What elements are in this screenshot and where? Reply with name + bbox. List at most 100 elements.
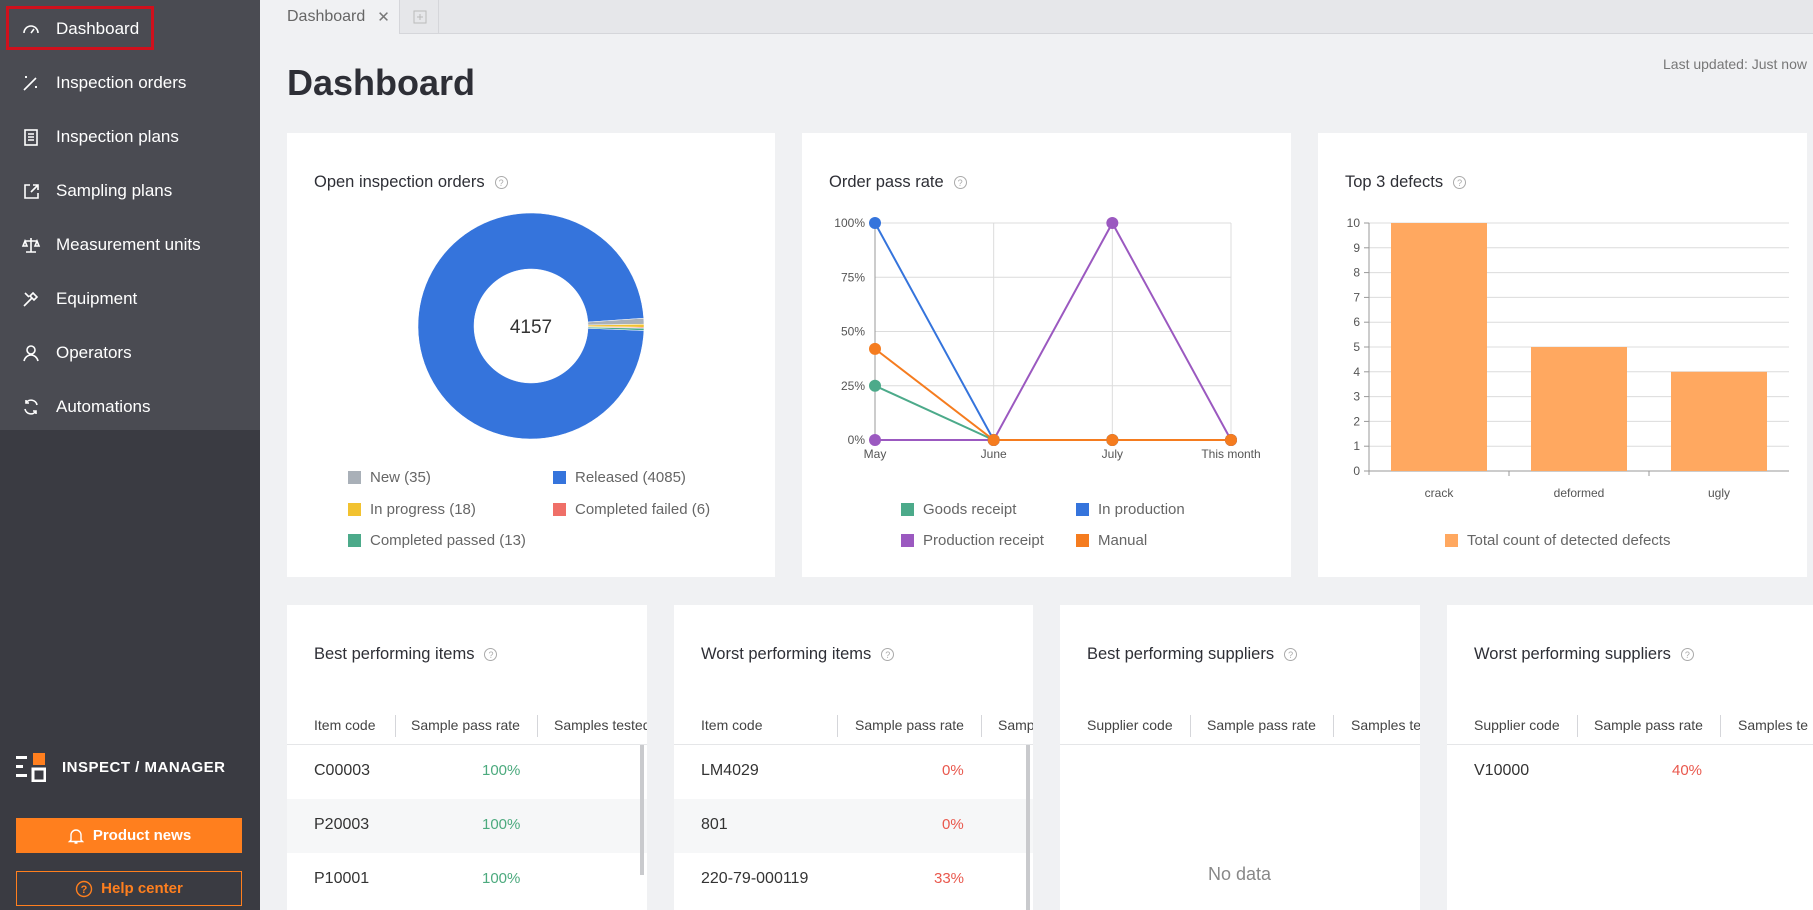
legend-label: Manual bbox=[1098, 532, 1148, 549]
column-header[interactable]: Item code bbox=[701, 717, 763, 733]
card-title: Top 3 defects ? bbox=[1345, 173, 1467, 192]
card-title-text: Open inspection orders bbox=[314, 173, 485, 191]
column-header[interactable]: Sample pass rate bbox=[1594, 717, 1703, 733]
column-header[interactable]: Samples te bbox=[1738, 717, 1809, 733]
legend-item-new[interactable]: New (35) bbox=[348, 469, 431, 486]
product-news-button[interactable]: Product news bbox=[16, 818, 242, 853]
tab-dashboard[interactable]: Dashboard ✕ bbox=[260, 0, 400, 34]
column-divider[interactable] bbox=[1577, 715, 1578, 737]
card-title: Worst performing items ? bbox=[701, 645, 895, 664]
series-line bbox=[875, 220, 1232, 441]
legend-item-completed-passed[interactable]: Completed passed (13) bbox=[348, 532, 526, 549]
column-header[interactable]: Samples te bbox=[1351, 717, 1420, 733]
help-icon[interactable]: ? bbox=[1453, 176, 1467, 189]
legend-item-production-receipt[interactable]: Production receipt bbox=[901, 532, 1044, 549]
y-tick-label: 8 bbox=[1353, 266, 1360, 280]
table-row[interactable]: P10001 100% bbox=[287, 853, 647, 907]
help-center-label: Help center bbox=[101, 880, 183, 897]
donut-slice bbox=[587, 326, 645, 331]
table-row[interactable]: P20003 100% bbox=[287, 799, 647, 853]
sidebar-item-label: Operators bbox=[56, 343, 132, 362]
column-divider[interactable] bbox=[1720, 715, 1721, 737]
sidebar-item-label: Inspection orders bbox=[56, 73, 187, 92]
column-divider[interactable] bbox=[1190, 715, 1191, 737]
table-row[interactable]: 220-79-000119 33% bbox=[674, 853, 1033, 907]
data-point bbox=[1106, 217, 1119, 229]
sidebar-item-operators[interactable]: Operators bbox=[0, 326, 260, 380]
data-point bbox=[1225, 434, 1237, 446]
pass-rate: 100% bbox=[482, 762, 521, 779]
column-divider[interactable] bbox=[395, 715, 396, 737]
y-tick-label: 3 bbox=[1353, 390, 1360, 404]
table-row[interactable]: LM4029 0% bbox=[674, 745, 1033, 799]
help-icon[interactable]: ? bbox=[484, 648, 498, 661]
legend-item-completed-failed[interactable]: Completed failed (6) bbox=[553, 501, 710, 518]
sidebar-item-inspection-plans[interactable]: Inspection plans bbox=[0, 110, 260, 164]
x-tick-label: This month bbox=[1201, 447, 1260, 461]
scrollbar[interactable] bbox=[640, 745, 644, 875]
sidebar-item-automations[interactable]: Automations bbox=[0, 380, 260, 434]
sidebar-item-dashboard[interactable]: Dashboard bbox=[0, 2, 260, 56]
y-tick-label: 0 bbox=[1353, 464, 1360, 478]
data-point bbox=[1106, 434, 1119, 446]
bar-chart: 0 1 2 3 4 5 6 7 8 9 10 crack deformed ugly bbox=[1347, 216, 1789, 500]
legend-label: Released (4085) bbox=[575, 469, 686, 486]
legend-item-goods-receipt[interactable]: Goods receipt bbox=[901, 501, 1016, 518]
sidebar-item-label: Sampling plans bbox=[56, 181, 173, 200]
help-center-button[interactable]: ? Help center bbox=[16, 871, 242, 906]
column-header[interactable]: Sample pass rate bbox=[1207, 717, 1316, 733]
y-tick-label: 7 bbox=[1353, 290, 1360, 304]
table-header: Supplier code Sample pass rate Samples t… bbox=[1060, 707, 1420, 745]
column-header[interactable]: Samples tested bbox=[554, 717, 647, 733]
column-header[interactable]: Sample pass rate bbox=[411, 717, 520, 733]
column-header[interactable]: Supplier code bbox=[1474, 717, 1560, 733]
data-point bbox=[869, 434, 881, 446]
legend-item-manual[interactable]: Manual bbox=[1076, 532, 1147, 549]
item-code: 801 bbox=[701, 816, 728, 833]
y-tick-label: 0% bbox=[848, 433, 866, 447]
legend-swatch bbox=[348, 534, 361, 547]
bar bbox=[1671, 371, 1767, 471]
sidebar-item-inspection-orders[interactable]: Inspection orders bbox=[0, 56, 260, 110]
legend-swatch bbox=[1445, 534, 1458, 547]
column-divider[interactable] bbox=[537, 715, 538, 737]
column-header[interactable]: Supplier code bbox=[1087, 717, 1173, 733]
column-header[interactable]: Sample pass rate bbox=[855, 717, 964, 733]
sidebar-item-label: Measurement units bbox=[56, 235, 201, 254]
active-highlight bbox=[6, 6, 154, 50]
sidebar-item-measurement-units[interactable]: Measurement units bbox=[0, 218, 260, 272]
scrollbar[interactable] bbox=[1026, 745, 1030, 910]
help-icon[interactable]: ? bbox=[1680, 648, 1694, 661]
table-row[interactable]: V10000 40% bbox=[1447, 745, 1813, 799]
table-row[interactable]: C00003 100% bbox=[287, 745, 647, 799]
legend-label: Completed failed (6) bbox=[575, 501, 711, 518]
help-icon[interactable]: ? bbox=[881, 648, 895, 661]
new-tab-button[interactable] bbox=[401, 0, 439, 34]
product-news-label: Product news bbox=[92, 827, 192, 844]
help-icon[interactable]: ? bbox=[953, 176, 967, 189]
series-line bbox=[874, 384, 1231, 441]
inspect-manager-logo-icon bbox=[16, 753, 46, 782]
sidebar-item-label: Equipment bbox=[56, 289, 138, 308]
sidebar-item-equipment[interactable]: Equipment bbox=[0, 272, 260, 326]
sidebar-item-sampling-plans[interactable]: Sampling plans bbox=[0, 164, 260, 218]
column-divider[interactable] bbox=[1333, 715, 1334, 737]
close-icon[interactable]: ✕ bbox=[377, 9, 390, 26]
no-data-message: No data bbox=[1208, 864, 1272, 884]
help-icon[interactable]: ? bbox=[1284, 648, 1298, 661]
help-icon[interactable]: ? bbox=[494, 176, 508, 189]
legend-item-defects[interactable]: Total count of detected defects bbox=[1445, 532, 1670, 549]
tab-bar: Dashboard ✕ bbox=[260, 0, 1813, 34]
column-divider[interactable] bbox=[981, 715, 982, 737]
svg-text:?: ? bbox=[81, 884, 88, 896]
legend-item-in-production[interactable]: In production bbox=[1076, 501, 1185, 518]
column-header[interactable]: Samp bbox=[998, 717, 1033, 733]
column-divider[interactable] bbox=[837, 715, 838, 737]
legend-swatch bbox=[901, 534, 914, 547]
table-row[interactable]: 801 0% bbox=[674, 799, 1033, 853]
card-title: Best performing items ? bbox=[314, 645, 498, 664]
legend-swatch bbox=[1076, 534, 1089, 547]
legend-item-released[interactable]: Released (4085) bbox=[553, 469, 686, 486]
legend-item-in-progress[interactable]: In progress (18) bbox=[348, 501, 476, 518]
column-header[interactable]: Item code bbox=[314, 717, 376, 733]
